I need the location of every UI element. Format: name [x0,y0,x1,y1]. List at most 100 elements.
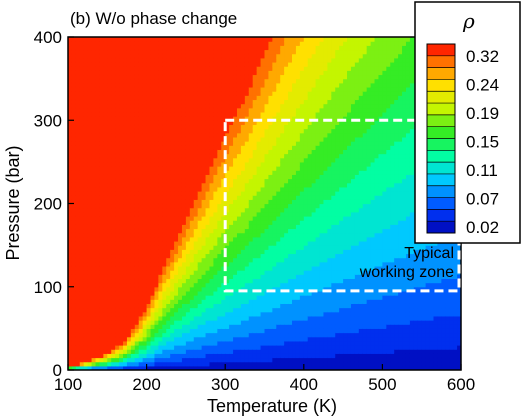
contour-cell [276,78,281,84]
contour-cell [225,120,230,126]
contour-cell [166,295,171,300]
contour-cell [95,95,101,101]
contour-cell [103,365,108,370]
contour-cell [130,349,136,354]
contour-cell [244,215,250,221]
contour-cell [134,224,140,230]
contour-cell [75,340,81,346]
contour-cell [292,353,297,359]
contour-cell [103,361,108,367]
contour-cell [260,53,266,59]
contour-cell [209,107,215,113]
contour-cell [71,141,77,146]
contour-cell [244,340,250,346]
contour-cell [166,253,171,259]
contour-cell [292,332,297,338]
contour-cell [126,270,132,275]
contour-cell [225,315,230,321]
contour-cell [217,328,222,334]
contour-cell [150,141,156,146]
contour-cell [288,66,293,71]
contour-cell [229,95,234,101]
contour-cell [95,249,101,255]
contour-cell [256,299,262,304]
contour-cell [115,186,120,192]
contour-cell [123,95,128,101]
contour-cell [295,170,301,175]
contour-cell [229,332,234,338]
contour-cell [71,311,77,317]
contour-cell [205,220,211,225]
contour-cell [295,220,301,225]
contour-cell [225,161,230,167]
contour-cell [130,215,136,221]
contour-cell [185,328,191,334]
contour-cell [71,136,77,142]
contour-cell [205,41,211,46]
contour-cell [79,311,85,317]
contour-cell [185,170,191,175]
contour-cell [229,120,234,126]
contour-cell [150,182,156,188]
contour-cell [162,78,167,84]
contour-cell [130,145,136,150]
contour-cell [79,195,85,200]
contour-cell [181,265,187,271]
contour-cell [83,353,89,359]
contour-cell [178,37,183,42]
contour-cell [311,228,317,234]
contour-cell [236,107,242,113]
contour-cell [295,257,301,263]
contour-cell [185,41,191,46]
contour-cell [95,199,101,205]
contour-cell [71,240,77,246]
contour-cell [181,49,187,55]
contour-cell [288,57,293,63]
contour-cell [178,207,183,213]
contour-cell [193,124,199,130]
contour-cell [209,295,215,300]
contour-cell [87,295,93,300]
contour-cell [213,349,218,354]
contour-cell [217,249,222,255]
contour-cell [236,265,242,271]
contour-cell [299,311,305,317]
contour-cell [268,178,273,184]
contour-cell [217,95,222,101]
contour-cell [154,340,159,346]
contour-cell [115,245,120,250]
contour-cell [221,215,226,221]
contour-cell [119,282,124,288]
contour-cell [225,166,230,171]
contour-cell [244,290,250,296]
contour-cell [201,332,207,338]
contour-cell [252,203,258,209]
contour-cell [280,132,285,138]
contour-cell [260,91,266,96]
contour-cell [205,191,211,196]
contour-cell [307,290,313,296]
contour-cell [103,274,108,280]
contour-cell [209,61,215,67]
contour-cell [123,91,128,96]
contour-cell [229,228,234,234]
contour-cell [240,166,246,171]
contour-cell [193,232,199,238]
contour-cell [158,103,163,109]
contour-cell [68,349,73,354]
contour-cell [119,228,124,234]
contour-cell [236,207,242,213]
contour-cell [201,37,207,42]
contour-cell [205,195,211,200]
contour-cell [280,136,285,142]
contour-cell [115,199,120,205]
contour-cell [284,99,289,105]
contour-cell [158,320,163,325]
contour-cell [142,203,148,209]
contour-cell [240,340,246,346]
contour-cell [272,132,277,138]
contour-cell [138,361,144,367]
contour-cell [142,274,148,280]
contour-cell [174,149,179,155]
contour-cell [166,365,171,370]
